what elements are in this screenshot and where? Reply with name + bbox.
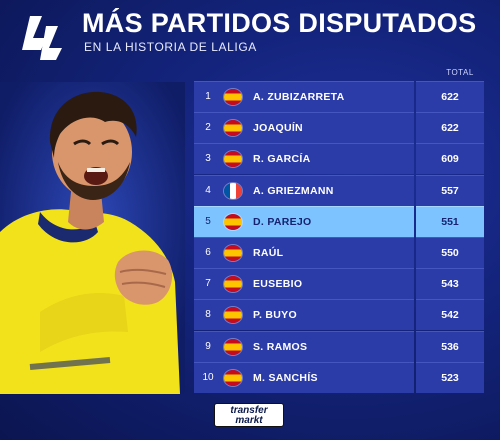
spain-flag-icon bbox=[224, 369, 242, 386]
player-name: P. BUYO bbox=[253, 309, 297, 322]
table-row: 5 D. PAREJO 551 bbox=[194, 205, 500, 237]
total-cell: 557 bbox=[416, 174, 484, 206]
table-row: 10 M. SANCHÍS 523 bbox=[194, 361, 500, 393]
rank-number: 9 bbox=[205, 340, 211, 352]
total-cell: 550 bbox=[416, 237, 484, 268]
matches-total: 557 bbox=[441, 184, 459, 197]
matches-total: 523 bbox=[441, 371, 459, 384]
page-subtitle: EN LA HISTORIA DE LALIGA bbox=[84, 40, 257, 54]
rank-number: 2 bbox=[205, 122, 211, 134]
matches-total: 542 bbox=[441, 309, 459, 322]
laliga-logo-icon bbox=[22, 16, 62, 60]
matches-total: 543 bbox=[441, 278, 459, 291]
player-cell: 6 RAÚL bbox=[194, 237, 414, 268]
matches-total: 609 bbox=[441, 153, 459, 166]
player-name: A. GRIEZMANN bbox=[253, 184, 334, 197]
total-cell: 523 bbox=[416, 361, 484, 393]
player-cell: 1 A. ZUBIZARRETA bbox=[194, 81, 414, 112]
total-cell: 536 bbox=[416, 330, 484, 362]
spain-flag-icon bbox=[224, 213, 242, 230]
table-row: 4 A. GRIEZMANN 557 bbox=[194, 174, 500, 206]
player-cell: 8 P. BUYO bbox=[194, 299, 414, 331]
table-row: 1 A. ZUBIZARRETA 622 bbox=[194, 81, 500, 112]
france-flag-icon bbox=[224, 182, 242, 199]
transfermarkt-logo: transfer markt bbox=[214, 403, 284, 427]
player-cell: 10 M. SANCHÍS bbox=[194, 361, 414, 393]
player-cell: 7 EUSEBIO bbox=[194, 268, 414, 300]
spain-flag-icon bbox=[224, 276, 242, 293]
matches-total: 551 bbox=[441, 215, 459, 228]
player-name: S. RAMOS bbox=[253, 340, 308, 353]
spain-flag-icon bbox=[224, 89, 242, 105]
player-cell: 4 A. GRIEZMANN bbox=[194, 174, 414, 206]
spain-flag-icon bbox=[224, 338, 242, 355]
transfermarkt-logo-text: transfer bbox=[230, 405, 268, 416]
table-row: 6 RAÚL 550 bbox=[194, 237, 500, 268]
table-row: 3 R. GARCÍA 609 bbox=[194, 143, 500, 175]
matches-total: 550 bbox=[441, 247, 459, 259]
total-cell: 622 bbox=[416, 112, 484, 144]
player-cell: 2 JOAQUÍN bbox=[194, 112, 414, 144]
table-row: 8 P. BUYO 542 bbox=[194, 299, 500, 331]
player-name: EUSEBIO bbox=[253, 278, 303, 291]
total-column-header: TOTAL bbox=[446, 68, 474, 77]
spain-flag-icon bbox=[224, 120, 242, 137]
spain-flag-icon bbox=[224, 307, 242, 324]
rank-number: 1 bbox=[205, 91, 211, 102]
player-cell: 5 D. PAREJO bbox=[194, 205, 414, 237]
matches-total: 622 bbox=[441, 91, 459, 103]
total-cell: 622 bbox=[416, 81, 484, 112]
table-row: 9 S. RAMOS 536 bbox=[194, 330, 500, 362]
player-cell: 9 S. RAMOS bbox=[194, 330, 414, 362]
rank-number: 4 bbox=[205, 184, 211, 196]
rank-number: 5 bbox=[205, 215, 211, 227]
total-cell: 542 bbox=[416, 299, 484, 331]
table-row: 2 JOAQUÍN 622 bbox=[194, 112, 500, 144]
rank-number: 10 bbox=[202, 371, 214, 383]
player-name: M. SANCHÍS bbox=[253, 371, 318, 384]
rank-number: 6 bbox=[205, 247, 211, 258]
header: MÁS PARTIDOS DISPUTADOS EN LA HISTORIA D… bbox=[0, 0, 500, 78]
total-cell: 543 bbox=[416, 268, 484, 300]
spain-flag-icon bbox=[224, 151, 242, 168]
rank-number: 3 bbox=[205, 153, 211, 165]
transfermarkt-logo-text-2: markt bbox=[235, 415, 263, 426]
player-cell: 3 R. GARCÍA bbox=[194, 143, 414, 175]
rank-number: 8 bbox=[205, 309, 211, 321]
matches-total: 622 bbox=[441, 122, 459, 135]
player-name: D. PAREJO bbox=[253, 215, 312, 228]
player-name: RAÚL bbox=[253, 247, 284, 259]
table-row: 7 EUSEBIO 543 bbox=[194, 268, 500, 300]
player-name: A. ZUBIZARRETA bbox=[253, 91, 345, 103]
spain-flag-icon bbox=[224, 245, 242, 261]
player-name: R. GARCÍA bbox=[253, 153, 311, 166]
player-photo bbox=[0, 82, 185, 394]
matches-total: 536 bbox=[441, 340, 459, 353]
page-title: MÁS PARTIDOS DISPUTADOS bbox=[82, 8, 477, 38]
rank-number: 7 bbox=[205, 278, 211, 290]
player-name: JOAQUÍN bbox=[253, 122, 303, 135]
total-cell: 609 bbox=[416, 143, 484, 175]
total-cell: 551 bbox=[416, 205, 484, 237]
